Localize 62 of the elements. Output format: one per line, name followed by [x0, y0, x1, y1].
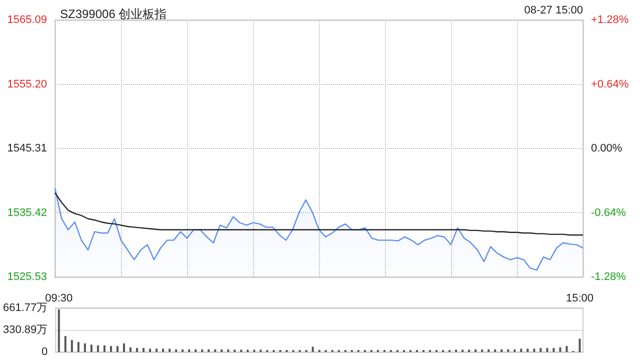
bar: [514, 349, 516, 352]
y-tick-label: 661.77万: [2, 302, 48, 314]
bar: [58, 309, 60, 352]
y-tick-label: 1555.20: [7, 78, 47, 90]
bar: [559, 347, 562, 352]
bar: [507, 349, 510, 352]
bar: [520, 348, 522, 352]
chart-title: SZ399006 创业板指: [60, 7, 167, 21]
bar: [96, 345, 99, 352]
bar: [533, 348, 536, 352]
y-tick-label: 0: [42, 346, 48, 358]
y-tick-label: 1565.09: [7, 14, 47, 26]
bar: [142, 348, 145, 352]
bar: [162, 348, 164, 352]
y2-tick-label: +1.28%: [591, 14, 629, 26]
bar: [90, 344, 92, 352]
bar: [481, 349, 484, 352]
y2-tick-label: +0.64%: [591, 78, 629, 90]
bar: [566, 346, 568, 352]
bar: [474, 349, 477, 352]
bar: [552, 348, 555, 352]
y-tick-label: 1545.31: [7, 142, 47, 154]
bar: [201, 349, 204, 352]
y-tick-label: 1535.42: [7, 206, 47, 219]
y-tick-label: 1525.53: [7, 271, 47, 283]
bar: [214, 349, 216, 352]
bar: [136, 348, 138, 352]
bar: [540, 348, 542, 352]
bar: [168, 348, 171, 352]
bar: [123, 343, 126, 352]
y2-tick-label: -1.28%: [591, 271, 626, 283]
x-tick-label: 15:00: [566, 292, 594, 304]
bar: [526, 348, 529, 352]
line-series: [54, 192, 584, 236]
bar: [182, 349, 184, 352]
bar: [188, 349, 190, 352]
bar: [208, 349, 210, 352]
bar: [156, 348, 158, 352]
bar: [77, 342, 80, 352]
bar: [546, 348, 548, 352]
bar: [500, 349, 503, 352]
x-tick-label: 09:30: [45, 292, 73, 304]
bar: [227, 349, 230, 352]
y2-tick-label: -0.64%: [591, 206, 626, 219]
bar: [64, 336, 66, 352]
bar: [130, 347, 132, 352]
bar: [494, 349, 496, 352]
bar: [70, 340, 73, 352]
bar: [84, 343, 86, 352]
text: 08-27 15:00: [524, 4, 583, 16]
y2-tick-label: 0.00%: [591, 142, 622, 154]
bar: [488, 349, 490, 352]
bar: [103, 345, 106, 352]
y-tick-label: 330.89万: [2, 324, 48, 336]
bar: [175, 349, 178, 352]
bar: [312, 346, 314, 352]
bar: [116, 346, 118, 352]
bar: [578, 338, 581, 352]
bar: [149, 348, 152, 352]
bar: [110, 346, 112, 352]
bar: [194, 349, 197, 352]
bar: [220, 349, 223, 352]
